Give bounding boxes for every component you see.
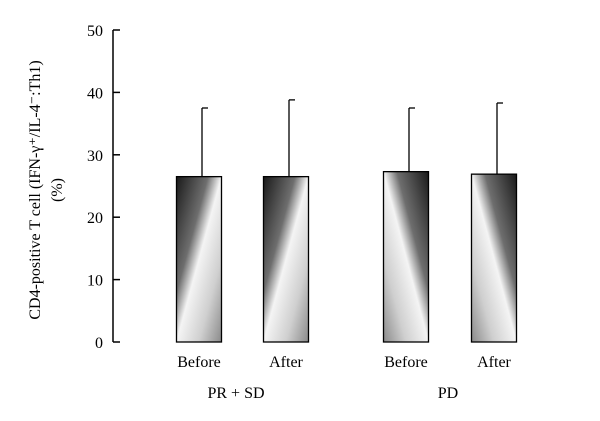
group-label: PD: [438, 385, 458, 402]
y-tick-label: 50: [87, 23, 103, 40]
category-label: Before: [177, 354, 221, 371]
group-label: PR + SD: [207, 385, 264, 402]
category-label: Before: [384, 354, 428, 371]
y-tick-label: 10: [87, 273, 103, 290]
bar: [470, 173, 518, 343]
y-tick-label: 40: [87, 85, 103, 102]
bars-layer: [175, 99, 518, 343]
bar: [262, 175, 310, 343]
category-label: After: [477, 354, 511, 371]
bar: [175, 175, 223, 343]
y-axis-title: CD4-positive T cell (IFN-γ⁺/IL-4⁻:Th1): [27, 60, 44, 319]
y-tick-label: 0: [95, 335, 103, 352]
category-label: After: [269, 354, 303, 371]
y-tick-label: 30: [87, 148, 103, 165]
y-ticks: 0 10 20 30 40 50: [87, 23, 120, 352]
x-axis-labels: Before After PR + SD Before After PD: [177, 354, 511, 402]
bar: [382, 170, 430, 343]
y-axis: 0 10 20 30 40 50: [87, 23, 120, 352]
y-tick-label: 20: [87, 210, 103, 227]
y-axis-unit: (%): [49, 178, 66, 202]
